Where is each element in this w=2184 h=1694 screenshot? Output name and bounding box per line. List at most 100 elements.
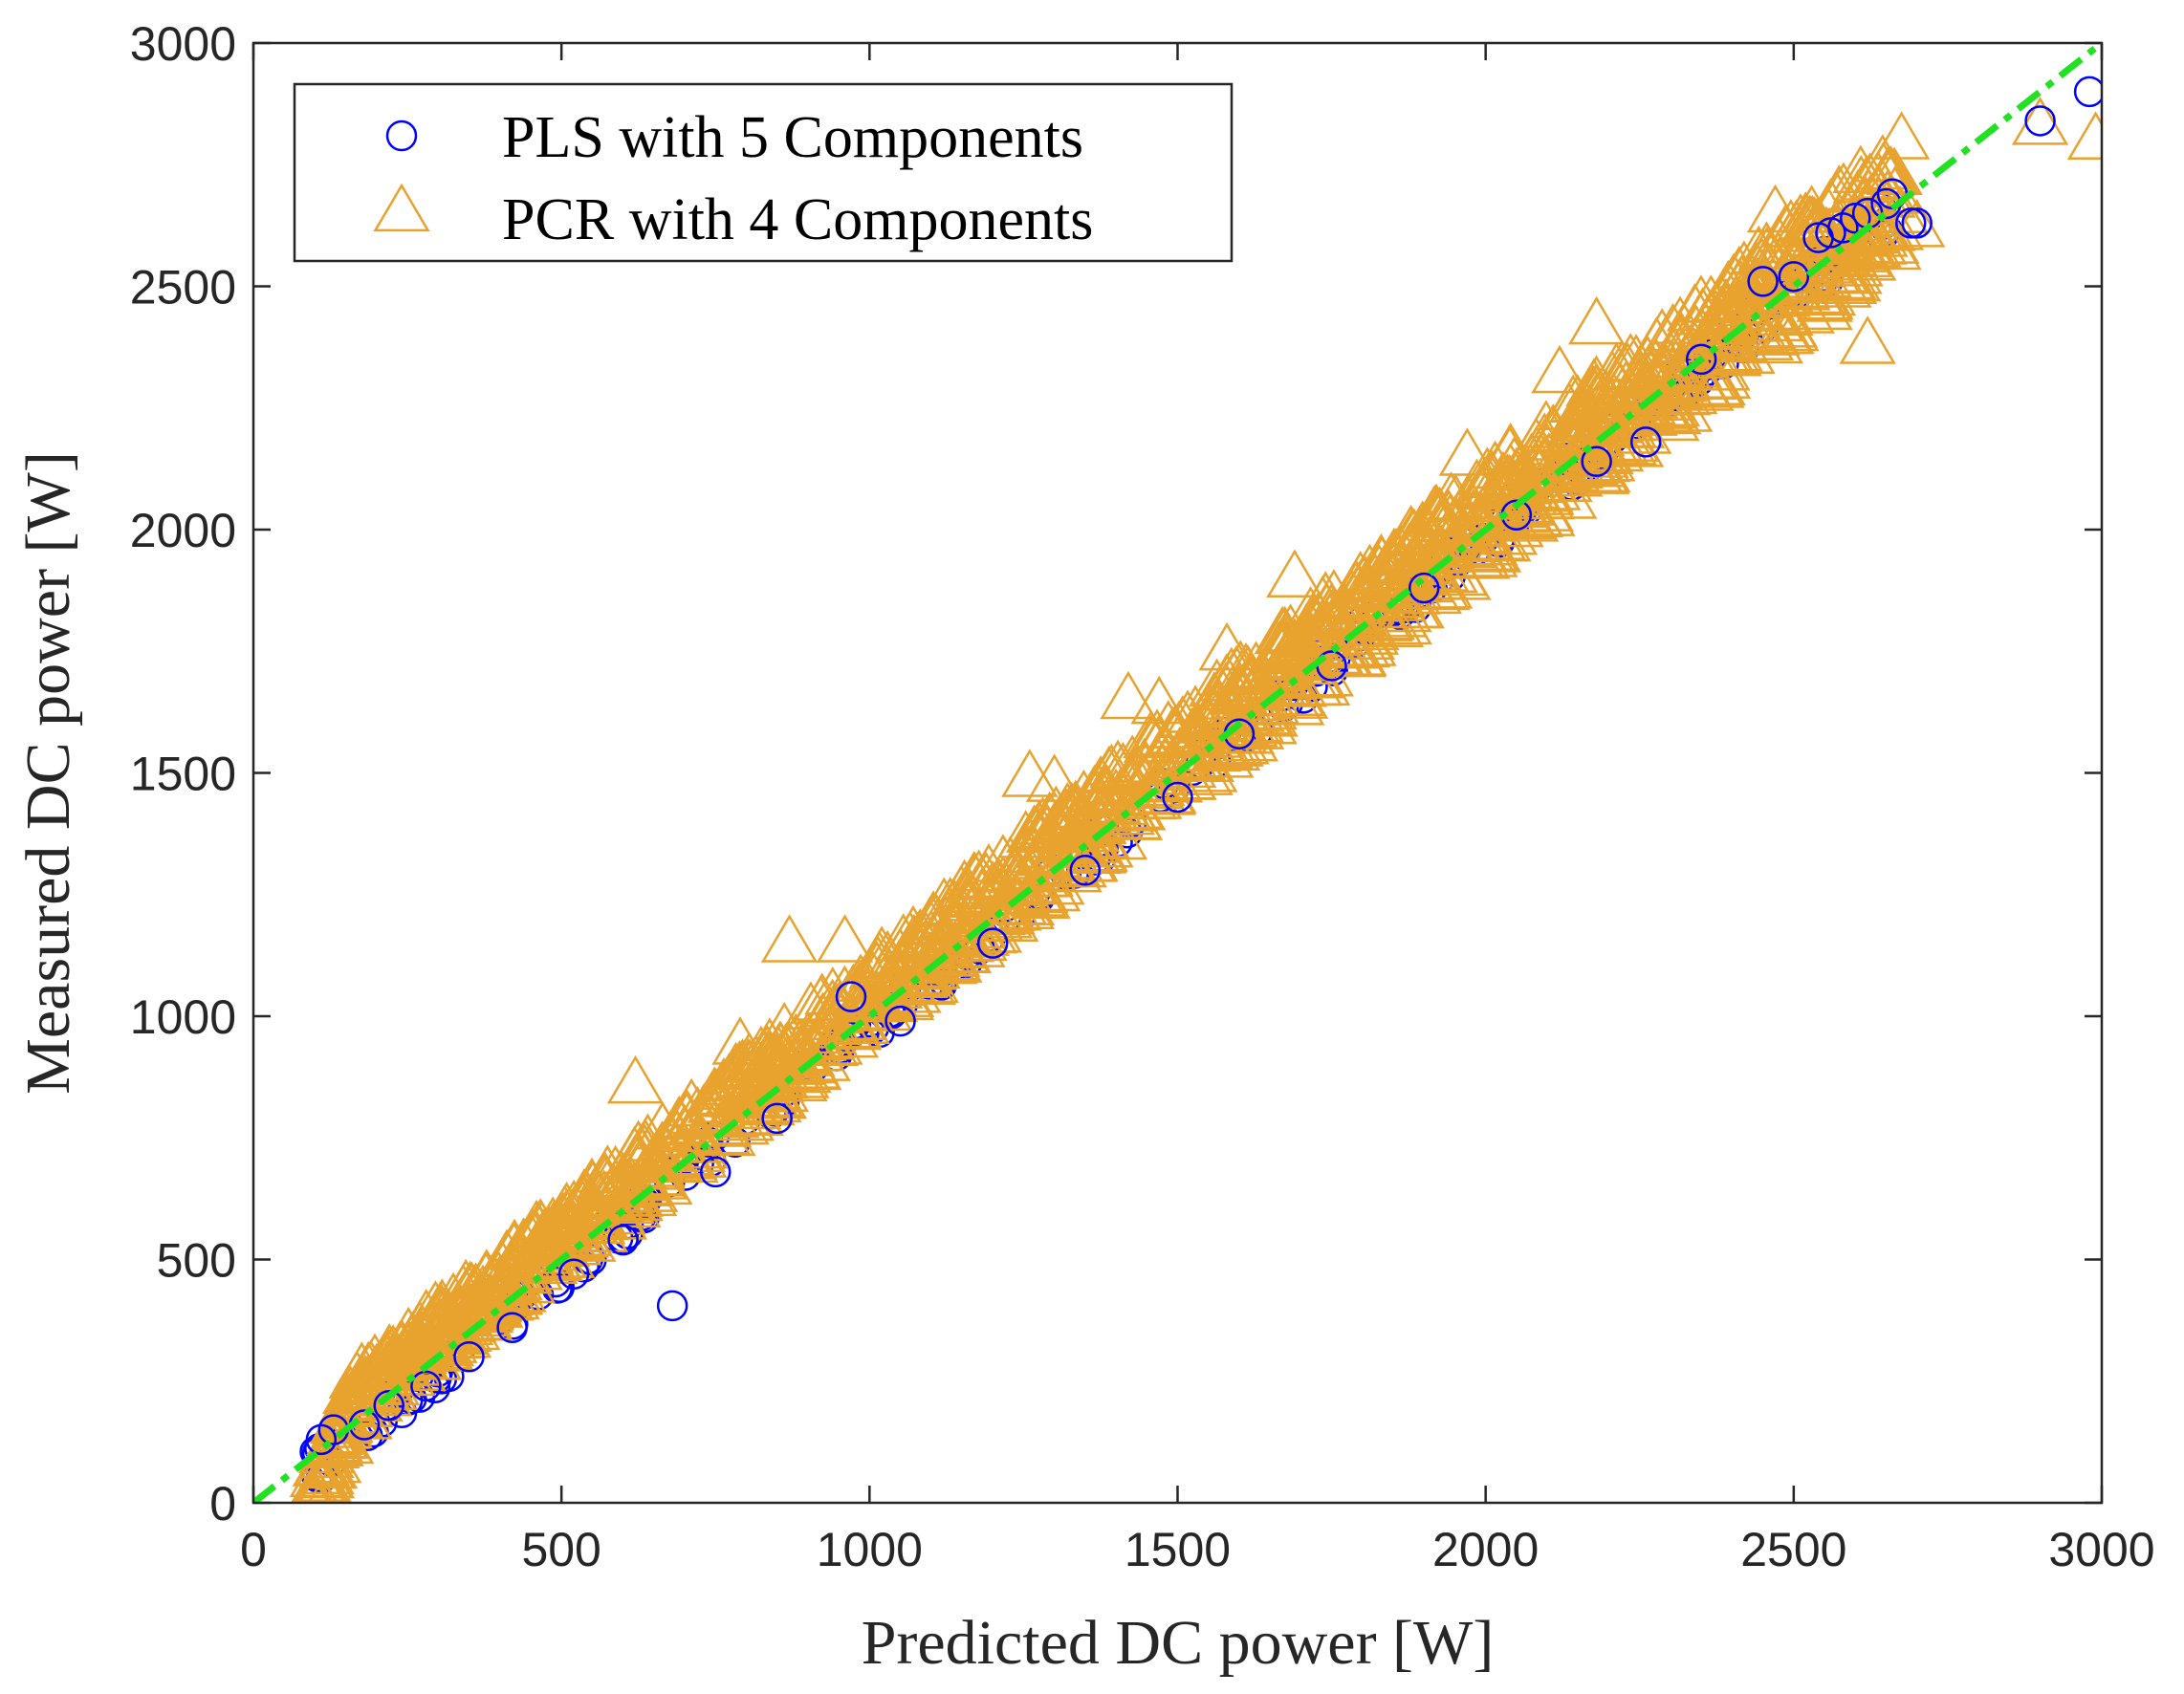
pcr-band-point — [1094, 741, 1152, 791]
pcr-band-point — [988, 844, 1045, 894]
pcr-band-point — [725, 1080, 782, 1130]
pcr-band-point — [1805, 202, 1863, 251]
pcr-point — [1851, 208, 1909, 257]
pls-point — [607, 1224, 639, 1256]
pcr-band-point — [1746, 315, 1804, 364]
pcr-point — [1334, 573, 1391, 622]
pcr-point — [1796, 281, 1853, 331]
pcr-band-point — [910, 925, 968, 975]
pcr-band-point — [1828, 169, 1887, 218]
pcr-band-point — [1762, 225, 1821, 273]
pcr-point — [1672, 306, 1730, 355]
pcr-point — [1025, 753, 1083, 802]
pcr-band-point — [1014, 870, 1071, 919]
pcr-point — [1765, 232, 1823, 282]
pcr-band-point — [360, 1327, 418, 1376]
pcr-point — [1130, 675, 1188, 725]
legend: PLS with 5 Components PCR with 4 Componen… — [293, 82, 1234, 263]
pcr-band-point — [590, 1191, 648, 1240]
pcr-point — [1100, 670, 1157, 720]
pcr-band-point — [405, 1323, 463, 1372]
reference-line-y-equals-x — [253, 43, 2102, 1503]
pcr-band-point — [1689, 357, 1746, 406]
pcr-band-point — [1698, 312, 1756, 360]
pcr-band-point — [1756, 252, 1813, 302]
pls-point — [373, 1389, 405, 1422]
pcr-band-point — [457, 1251, 514, 1300]
pcr-point — [594, 1152, 652, 1202]
pcr-band-point — [1738, 281, 1796, 331]
pcr-band-point — [890, 921, 948, 970]
pcr-band-point — [1872, 111, 1931, 160]
pcr-point — [1302, 597, 1361, 646]
pcr-band-point — [1649, 320, 1707, 369]
pcr-band-point — [732, 1025, 790, 1075]
pls-point — [885, 1005, 916, 1037]
pcr-band-point — [1773, 259, 1831, 309]
pcr-point — [816, 914, 874, 963]
pcr-band-point — [1222, 654, 1279, 703]
pcr-band-point — [1266, 650, 1323, 700]
pcr-band-point — [586, 1144, 644, 1194]
pcr-point — [760, 914, 819, 963]
pcr-point — [1488, 446, 1545, 496]
pcr-band-point — [1332, 551, 1389, 599]
pcr-point — [533, 1201, 590, 1250]
pcr-point — [1395, 519, 1452, 569]
pcr-band-point — [1811, 244, 1868, 293]
pls-point — [1581, 445, 1612, 477]
pcr-point — [2066, 111, 2102, 160]
pcr-point — [1456, 471, 1515, 520]
pcr-band-point — [688, 1068, 746, 1118]
pls-point — [976, 927, 1009, 959]
pcr-band-point — [1394, 500, 1452, 549]
pls-point — [1901, 207, 1933, 239]
x-axis-ticks: 0 500 1000 1500 2000 2500 3000 — [240, 43, 2155, 1576]
pcr-point — [1703, 281, 1761, 331]
pcr-point — [1211, 665, 1268, 715]
pcr-band-point — [1566, 419, 1624, 467]
pcr-band-point — [1633, 380, 1691, 429]
pcr-point — [730, 1045, 788, 1095]
axes-frame — [251, 41, 2104, 1505]
x-tick-label: 1500 — [1125, 1523, 1231, 1576]
pcr-point — [1001, 749, 1059, 797]
pcr-band-point — [1760, 299, 1819, 348]
pcr-band-point — [1133, 752, 1191, 802]
pcr-band-point — [1529, 431, 1586, 480]
pcr-band-point — [659, 1089, 716, 1139]
y-tick-label: 500 — [157, 1234, 236, 1288]
pcr-point — [1057, 793, 1114, 841]
pls-point — [1840, 202, 1871, 234]
pls-point — [656, 1290, 688, 1322]
pls-point — [1747, 266, 1779, 297]
pcr-band-point — [576, 1150, 634, 1200]
pcr-band-point — [1615, 405, 1672, 454]
pls-point — [1815, 217, 1846, 249]
pcr-band-point — [1017, 802, 1075, 851]
x-tick-label: 2500 — [1740, 1523, 1846, 1576]
pcr-band-point — [1197, 729, 1255, 778]
pcr-band-point — [1128, 708, 1186, 757]
pcr-band-point — [1563, 393, 1622, 443]
pcr-band-point — [601, 1160, 659, 1208]
x-tick-label: 1000 — [817, 1523, 923, 1576]
pls-point — [557, 1258, 590, 1291]
y-tick-label: 0 — [209, 1477, 236, 1531]
pcr-band-point — [1743, 307, 1801, 356]
pcr-band-point — [710, 1040, 768, 1089]
pcr-band-point — [1387, 579, 1445, 629]
pcr-band-point — [1041, 789, 1099, 837]
pcr-point — [1180, 695, 1237, 744]
pcr-point — [933, 884, 991, 934]
pcr-band-point — [1482, 422, 1540, 471]
legend-pls-label: PLS with 5 Components — [502, 105, 1083, 170]
pls-point — [1162, 781, 1193, 814]
x-tick-label: 0 — [240, 1523, 267, 1576]
pcr-band-point — [1474, 487, 1531, 535]
pls-point — [410, 1370, 442, 1402]
pcr-band-point — [1705, 252, 1762, 302]
pcr-point — [1567, 295, 1626, 345]
pcr-point — [1365, 549, 1422, 598]
pls-point — [1685, 343, 1717, 376]
